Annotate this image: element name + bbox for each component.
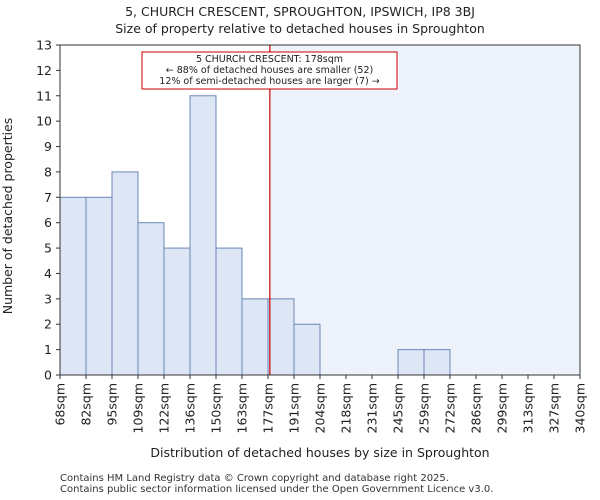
x-tick-label: 218sqm xyxy=(339,383,354,433)
x-tick-label: 122sqm xyxy=(157,383,172,433)
x-tick-label: 299sqm xyxy=(495,383,510,433)
y-axis-label: Number of detached properties xyxy=(0,118,15,315)
y-tick-label: 12 xyxy=(36,63,52,78)
marker-annotation-line: ← 88% of detached houses are smaller (52… xyxy=(166,65,373,76)
x-tick-label: 191sqm xyxy=(287,383,302,433)
histogram-bar xyxy=(163,247,191,376)
x-tick-label: 136sqm xyxy=(183,383,198,433)
footer-line-2: Contains public sector information licen… xyxy=(60,484,494,495)
x-axis-label: Distribution of detached houses by size … xyxy=(150,445,489,460)
x-tick-label: 68sqm xyxy=(53,383,68,426)
x-tick-label: 163sqm xyxy=(235,383,250,433)
chart-title: Size of property relative to detached ho… xyxy=(115,21,485,36)
x-tick-label: 313sqm xyxy=(521,383,536,433)
x-tick-label: 95sqm xyxy=(105,383,120,426)
y-tick-label: 8 xyxy=(44,164,52,179)
y-tick-label: 6 xyxy=(44,215,52,230)
footer-line-1: Contains HM Land Registry data © Crown c… xyxy=(60,473,449,484)
y-tick-label: 11 xyxy=(36,88,52,103)
x-tick-label: 204sqm xyxy=(313,383,328,433)
x-tick-label: 245sqm xyxy=(391,383,406,433)
y-tick-label: 5 xyxy=(44,241,52,256)
x-tick-label: 177sqm xyxy=(261,383,276,433)
shaded-region-after-marker xyxy=(269,45,580,375)
histogram-bar xyxy=(215,247,243,376)
y-tick-label: 4 xyxy=(44,266,52,281)
histogram-bar xyxy=(111,171,139,376)
x-tick-label: 231sqm xyxy=(365,383,380,433)
histogram-bar xyxy=(137,222,165,376)
x-tick-label: 150sqm xyxy=(209,383,224,433)
histogram-bar xyxy=(59,196,87,376)
histogram-bar xyxy=(397,349,425,376)
x-tick-label: 327sqm xyxy=(547,383,562,433)
y-tick-label: 0 xyxy=(44,368,52,383)
marker-annotation-box xyxy=(141,51,398,90)
x-tick-label: 109sqm xyxy=(131,383,146,433)
histogram-bar xyxy=(241,298,269,376)
histogram-bar xyxy=(85,196,113,376)
y-tick-label: 2 xyxy=(44,317,52,332)
histogram-bar xyxy=(423,349,451,376)
chart-address-title: 5, CHURCH CRESCENT, SPROUGHTON, IPSWICH,… xyxy=(125,4,475,19)
x-tick-label: 340sqm xyxy=(573,383,588,433)
y-tick-label: 3 xyxy=(44,291,52,306)
y-tick-label: 1 xyxy=(44,342,52,357)
y-tick-label: 10 xyxy=(36,114,52,129)
x-tick-label: 272sqm xyxy=(443,383,458,433)
x-tick-label: 259sqm xyxy=(417,383,432,433)
y-tick-label: 9 xyxy=(44,139,52,154)
histogram-bar xyxy=(293,323,321,376)
marker-annotation-line: 5 CHURCH CRESCENT: 178sqm xyxy=(196,54,343,65)
y-tick-label: 13 xyxy=(36,38,52,53)
histogram-bar xyxy=(267,298,295,376)
x-tick-label: 286sqm xyxy=(469,383,484,433)
marker-annotation-line: 12% of semi-detached houses are larger (… xyxy=(159,76,379,87)
x-tick-label: 82sqm xyxy=(79,383,94,426)
histogram-bar xyxy=(189,95,217,376)
y-tick-label: 7 xyxy=(44,190,52,205)
